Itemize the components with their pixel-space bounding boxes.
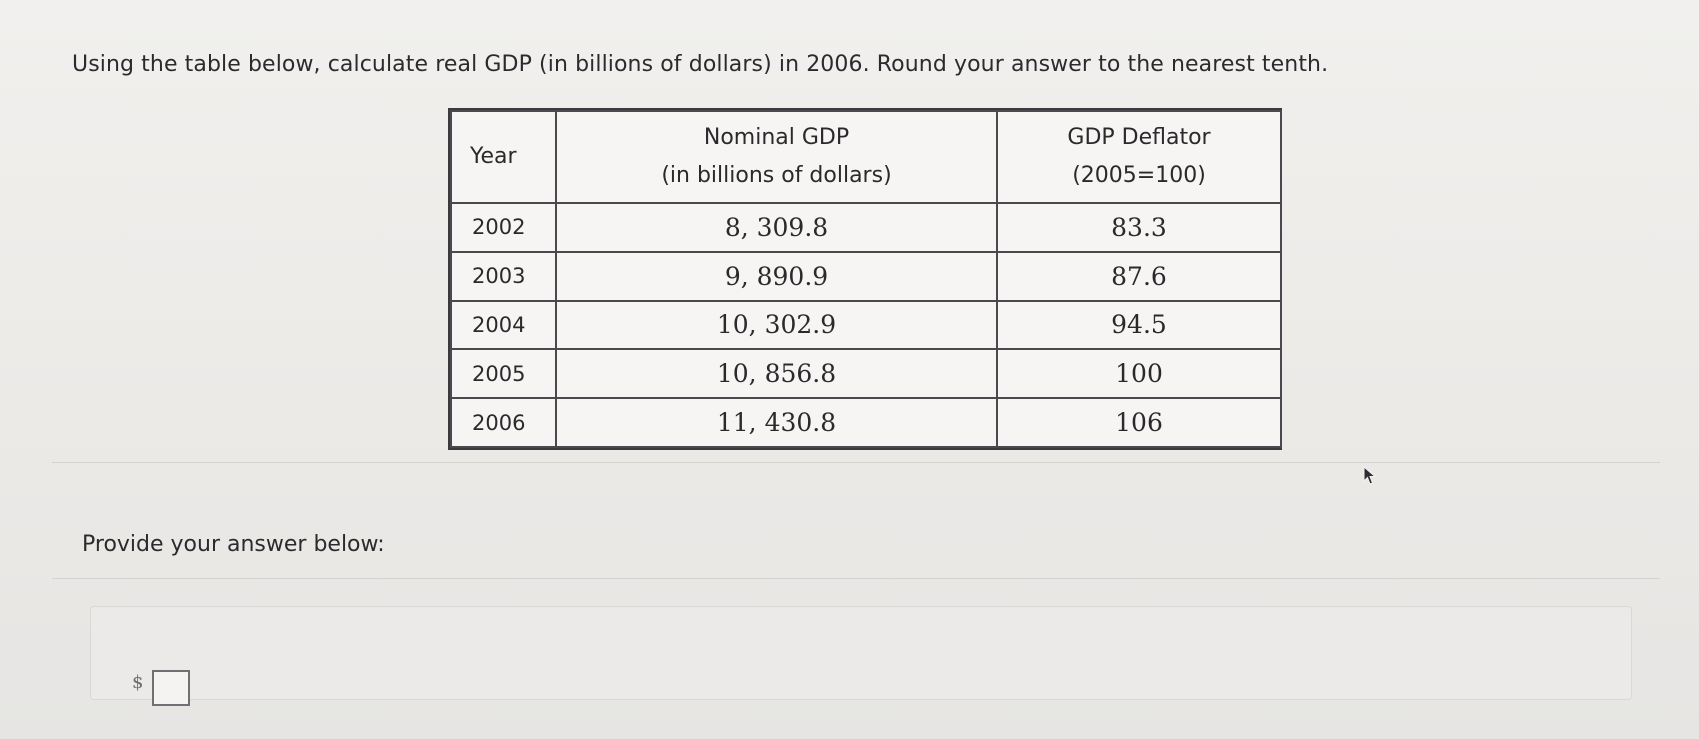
- cell-deflator: 106: [996, 397, 1282, 448]
- question-text: Using the table below, calculate real GD…: [72, 52, 1329, 77]
- cell-nominal-gdp: 11, 430.8: [555, 397, 998, 448]
- table-row: 2002 8, 309.8 83.3: [450, 202, 1282, 253]
- cell-deflator: 94.5: [996, 299, 1282, 351]
- answer-panel: [90, 606, 1632, 700]
- header-deflator-base: (2005=100): [1072, 163, 1206, 188]
- header-year: Year: [450, 110, 557, 204]
- cell-nominal-gdp: 10, 856.8: [555, 348, 998, 400]
- cell-year: 2002: [450, 202, 557, 253]
- section-divider: [52, 578, 1660, 579]
- table-row: 2004 10, 302.9 94.5: [450, 299, 1282, 351]
- mouse-pointer-icon: [1363, 466, 1377, 485]
- answer-input[interactable]: [152, 670, 190, 706]
- cell-deflator: 87.6: [996, 250, 1282, 302]
- table-header-row: Year Nominal GDP (in billions of dollars…: [450, 110, 1282, 204]
- table-row: 2005 10, 856.8 100: [450, 348, 1282, 400]
- section-divider: [52, 462, 1660, 463]
- table-row: 2003 9, 890.9 87.6: [450, 250, 1282, 302]
- answer-prompt: Provide your answer below:: [82, 532, 385, 557]
- gdp-table: Year Nominal GDP (in billions of dollars…: [448, 108, 1282, 450]
- header-nominal-unit: (in billions of dollars): [661, 163, 892, 188]
- cell-nominal-gdp: 10, 302.9: [555, 299, 998, 351]
- cell-year: 2006: [450, 397, 557, 448]
- cell-deflator: 100: [996, 348, 1282, 400]
- cell-year: 2003: [450, 250, 557, 302]
- cell-nominal-gdp: 8, 309.8: [555, 202, 998, 253]
- cell-deflator: 83.3: [996, 202, 1282, 253]
- gdp-data-table: Year Nominal GDP (in billions of dollars…: [450, 110, 1282, 448]
- header-deflator-title: GDP Deflator: [1067, 125, 1211, 150]
- table-row: 2006 11, 430.8 106: [450, 397, 1282, 448]
- cell-nominal-gdp: 9, 890.9: [555, 250, 998, 302]
- header-nominal-gdp: Nominal GDP (in billions of dollars): [555, 110, 998, 204]
- cell-year: 2004: [450, 299, 557, 351]
- cell-year: 2005: [450, 348, 557, 400]
- header-gdp-deflator: GDP Deflator (2005=100): [996, 110, 1282, 204]
- header-nominal-title: Nominal GDP: [703, 125, 850, 150]
- currency-symbol: $: [132, 672, 144, 693]
